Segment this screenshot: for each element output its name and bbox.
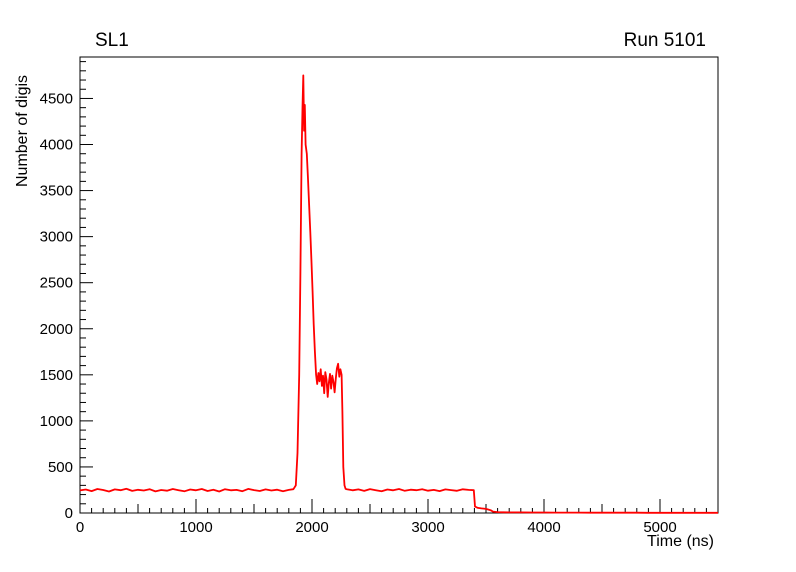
generated-plot-elements: 0 1000 2000 3000 4000 5000 0 500 1000 1500 2000 250… (40, 56, 719, 536)
y-tick-label: 3500 (40, 183, 73, 200)
y-tick-label: 0 (65, 505, 73, 522)
run-label: Run 5101 (624, 30, 706, 51)
y-tick-label: 4000 (40, 137, 73, 154)
y-tick-label: 1000 (40, 413, 73, 430)
y-tick-label: 4500 (40, 90, 73, 107)
x-tick-label: 1000 (179, 519, 212, 536)
y-tick-label: 3000 (40, 229, 73, 246)
y-tick-label: 1500 (40, 367, 73, 384)
axis-tick-labels: 0 1000 2000 3000 4000 5000 0 500 1000 1500 2000 250… (40, 90, 677, 536)
x-tick-label: 5000 (643, 519, 676, 536)
x-tick-label: 4000 (527, 519, 560, 536)
axis-ticks (79, 61, 719, 514)
x-tick-label: 2000 (295, 519, 328, 536)
histogram-line (79, 74, 718, 514)
pad-title: SL1 (95, 30, 129, 51)
x-tick-label: 0 (76, 519, 84, 536)
x-axis-title: Time (ns) (647, 533, 714, 550)
y-tick-label: 2500 (40, 275, 73, 292)
y-axis-title: Number of digis (14, 75, 31, 187)
y-tick-label: 2000 (40, 321, 73, 338)
plot-frame (79, 56, 719, 514)
x-tick-label: 3000 (411, 519, 444, 536)
y-tick-label: 500 (48, 459, 73, 476)
